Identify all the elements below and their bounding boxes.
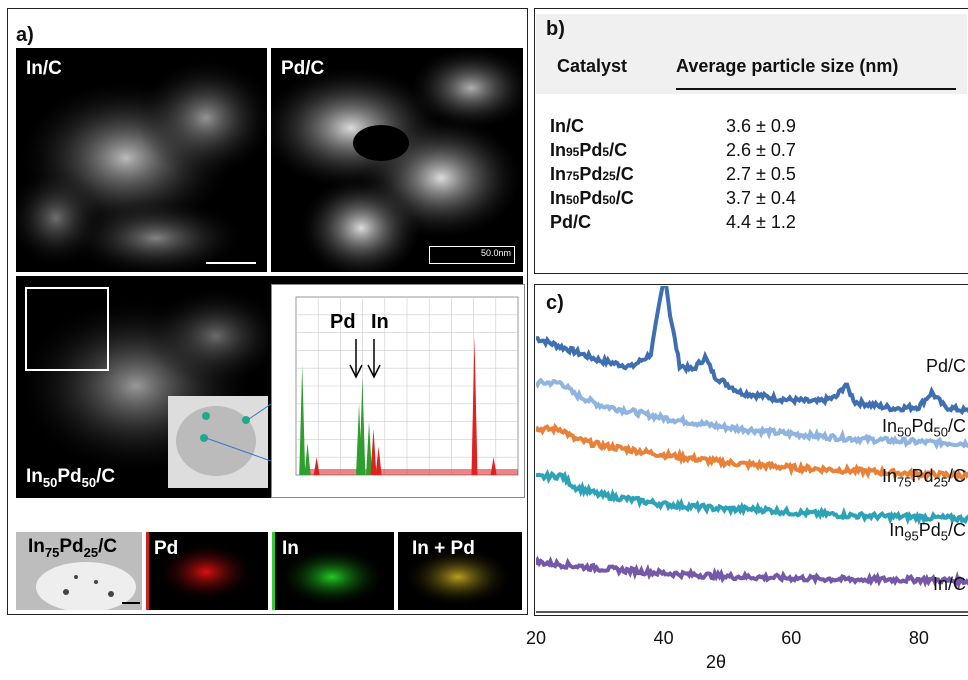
scale-bar-pd-c: 50.0nm <box>429 246 515 264</box>
label-in-c: In/C <box>26 58 62 79</box>
panel-a-border <box>7 8 528 615</box>
xrd-series-line <box>536 422 968 482</box>
label-in50pd50-c: In50Pd50/C <box>26 466 116 490</box>
eds-spectrum-plot <box>295 296 519 476</box>
haadf-texture <box>36 562 136 610</box>
map-in-texture <box>272 532 387 610</box>
eds-background <box>302 469 518 475</box>
eds-peak <box>366 421 373 475</box>
eds-spectrum: Pd In <box>271 284 525 498</box>
xrd-tick-label: 80 <box>908 628 929 648</box>
xrd-series-line <box>536 555 968 590</box>
xrd-series-label: In95Pd5/C <box>889 520 966 544</box>
table-row-catalyst: Pd/C <box>550 212 592 232</box>
eds-map-pd: Pd <box>146 532 268 610</box>
tem-in-c-texture <box>16 58 267 272</box>
label-pd-c: Pd/C <box>281 58 325 79</box>
eds-peak <box>370 428 377 475</box>
header-catalyst: Catalyst <box>557 56 628 76</box>
scale-bar <box>206 262 256 264</box>
xrd-series-label: Pd/C <box>925 356 966 376</box>
tem-in50pd50-texture <box>16 286 286 488</box>
table-row-catalyst: In75Pd25/C <box>550 164 634 184</box>
eds-map-in-pd: In + Pd <box>398 532 522 610</box>
table-row-size: 4.4 ± 1.2 <box>726 212 796 232</box>
tem-image-pd-c: Pd/C 50.0nm <box>271 48 523 272</box>
xrd-tick-label: 20 <box>525 628 547 648</box>
panel-b-border <box>534 8 968 274</box>
header-particle-size: Average particle size (nm) <box>676 56 899 76</box>
label-map-pd: Pd <box>154 538 179 559</box>
tem-image-in-c: In/C <box>16 48 267 272</box>
table-row-catalyst: In/C <box>550 116 584 136</box>
map-pd-texture <box>146 532 256 610</box>
xrd-series-line <box>536 377 968 450</box>
eds-peak <box>490 457 497 475</box>
xrd-tick-label: 40 <box>653 628 674 648</box>
eds-peak <box>299 364 306 475</box>
eds-map-in: In <box>272 532 394 610</box>
label-map-in-pd: In + Pd <box>412 538 475 559</box>
table-row-catalyst: In95Pd5/C <box>550 140 628 160</box>
header-underline <box>676 88 956 90</box>
tem-pd-c-texture <box>271 48 523 272</box>
xrd-x-axis-label: 2θ <box>706 652 727 672</box>
table-row-size: 2.7 ± 0.5 <box>726 164 796 184</box>
xrd-plot <box>536 286 968 613</box>
inset-region-box <box>25 287 109 371</box>
xrd-series-line <box>536 468 968 526</box>
panel-b-label: b) <box>546 18 565 40</box>
label-in75pd25-c: In75Pd25/C <box>28 536 118 560</box>
eds-arrows <box>349 339 381 379</box>
table-header-bg <box>536 14 967 94</box>
xrd-series-label: In75Pd25/C <box>882 466 966 490</box>
table-row-catalyst: In50Pd50/C <box>550 188 634 208</box>
eds-peak <box>304 442 311 475</box>
panel-c-border <box>534 284 968 616</box>
table-row-size: 3.7 ± 0.4 <box>726 188 796 208</box>
table-row-size: 3.6 ± 0.9 <box>726 116 796 136</box>
haadf-image-in75pd25-c: In75Pd25/C <box>16 532 142 610</box>
panel-c-label: c) <box>546 292 564 314</box>
eds-annotation-in: In <box>371 311 389 333</box>
eds-peak <box>313 457 320 475</box>
eds-peak <box>471 336 478 475</box>
eds-peak <box>375 446 382 475</box>
map-in-pd-texture <box>403 547 513 607</box>
scale-bar <box>122 602 140 604</box>
xrd-tick-label: 60 <box>781 628 802 648</box>
panel-a-label: a) <box>16 24 34 46</box>
table-row-size: 2.6 ± 0.7 <box>726 140 796 160</box>
eds-peak <box>359 377 366 475</box>
xrd-series-label: In50Pd50/C <box>882 416 966 440</box>
eds-annotation-pd: Pd <box>330 311 356 333</box>
label-map-in: In <box>282 538 299 559</box>
xrd-series-line <box>536 286 968 416</box>
xrd-series-label: In/C <box>932 574 966 594</box>
